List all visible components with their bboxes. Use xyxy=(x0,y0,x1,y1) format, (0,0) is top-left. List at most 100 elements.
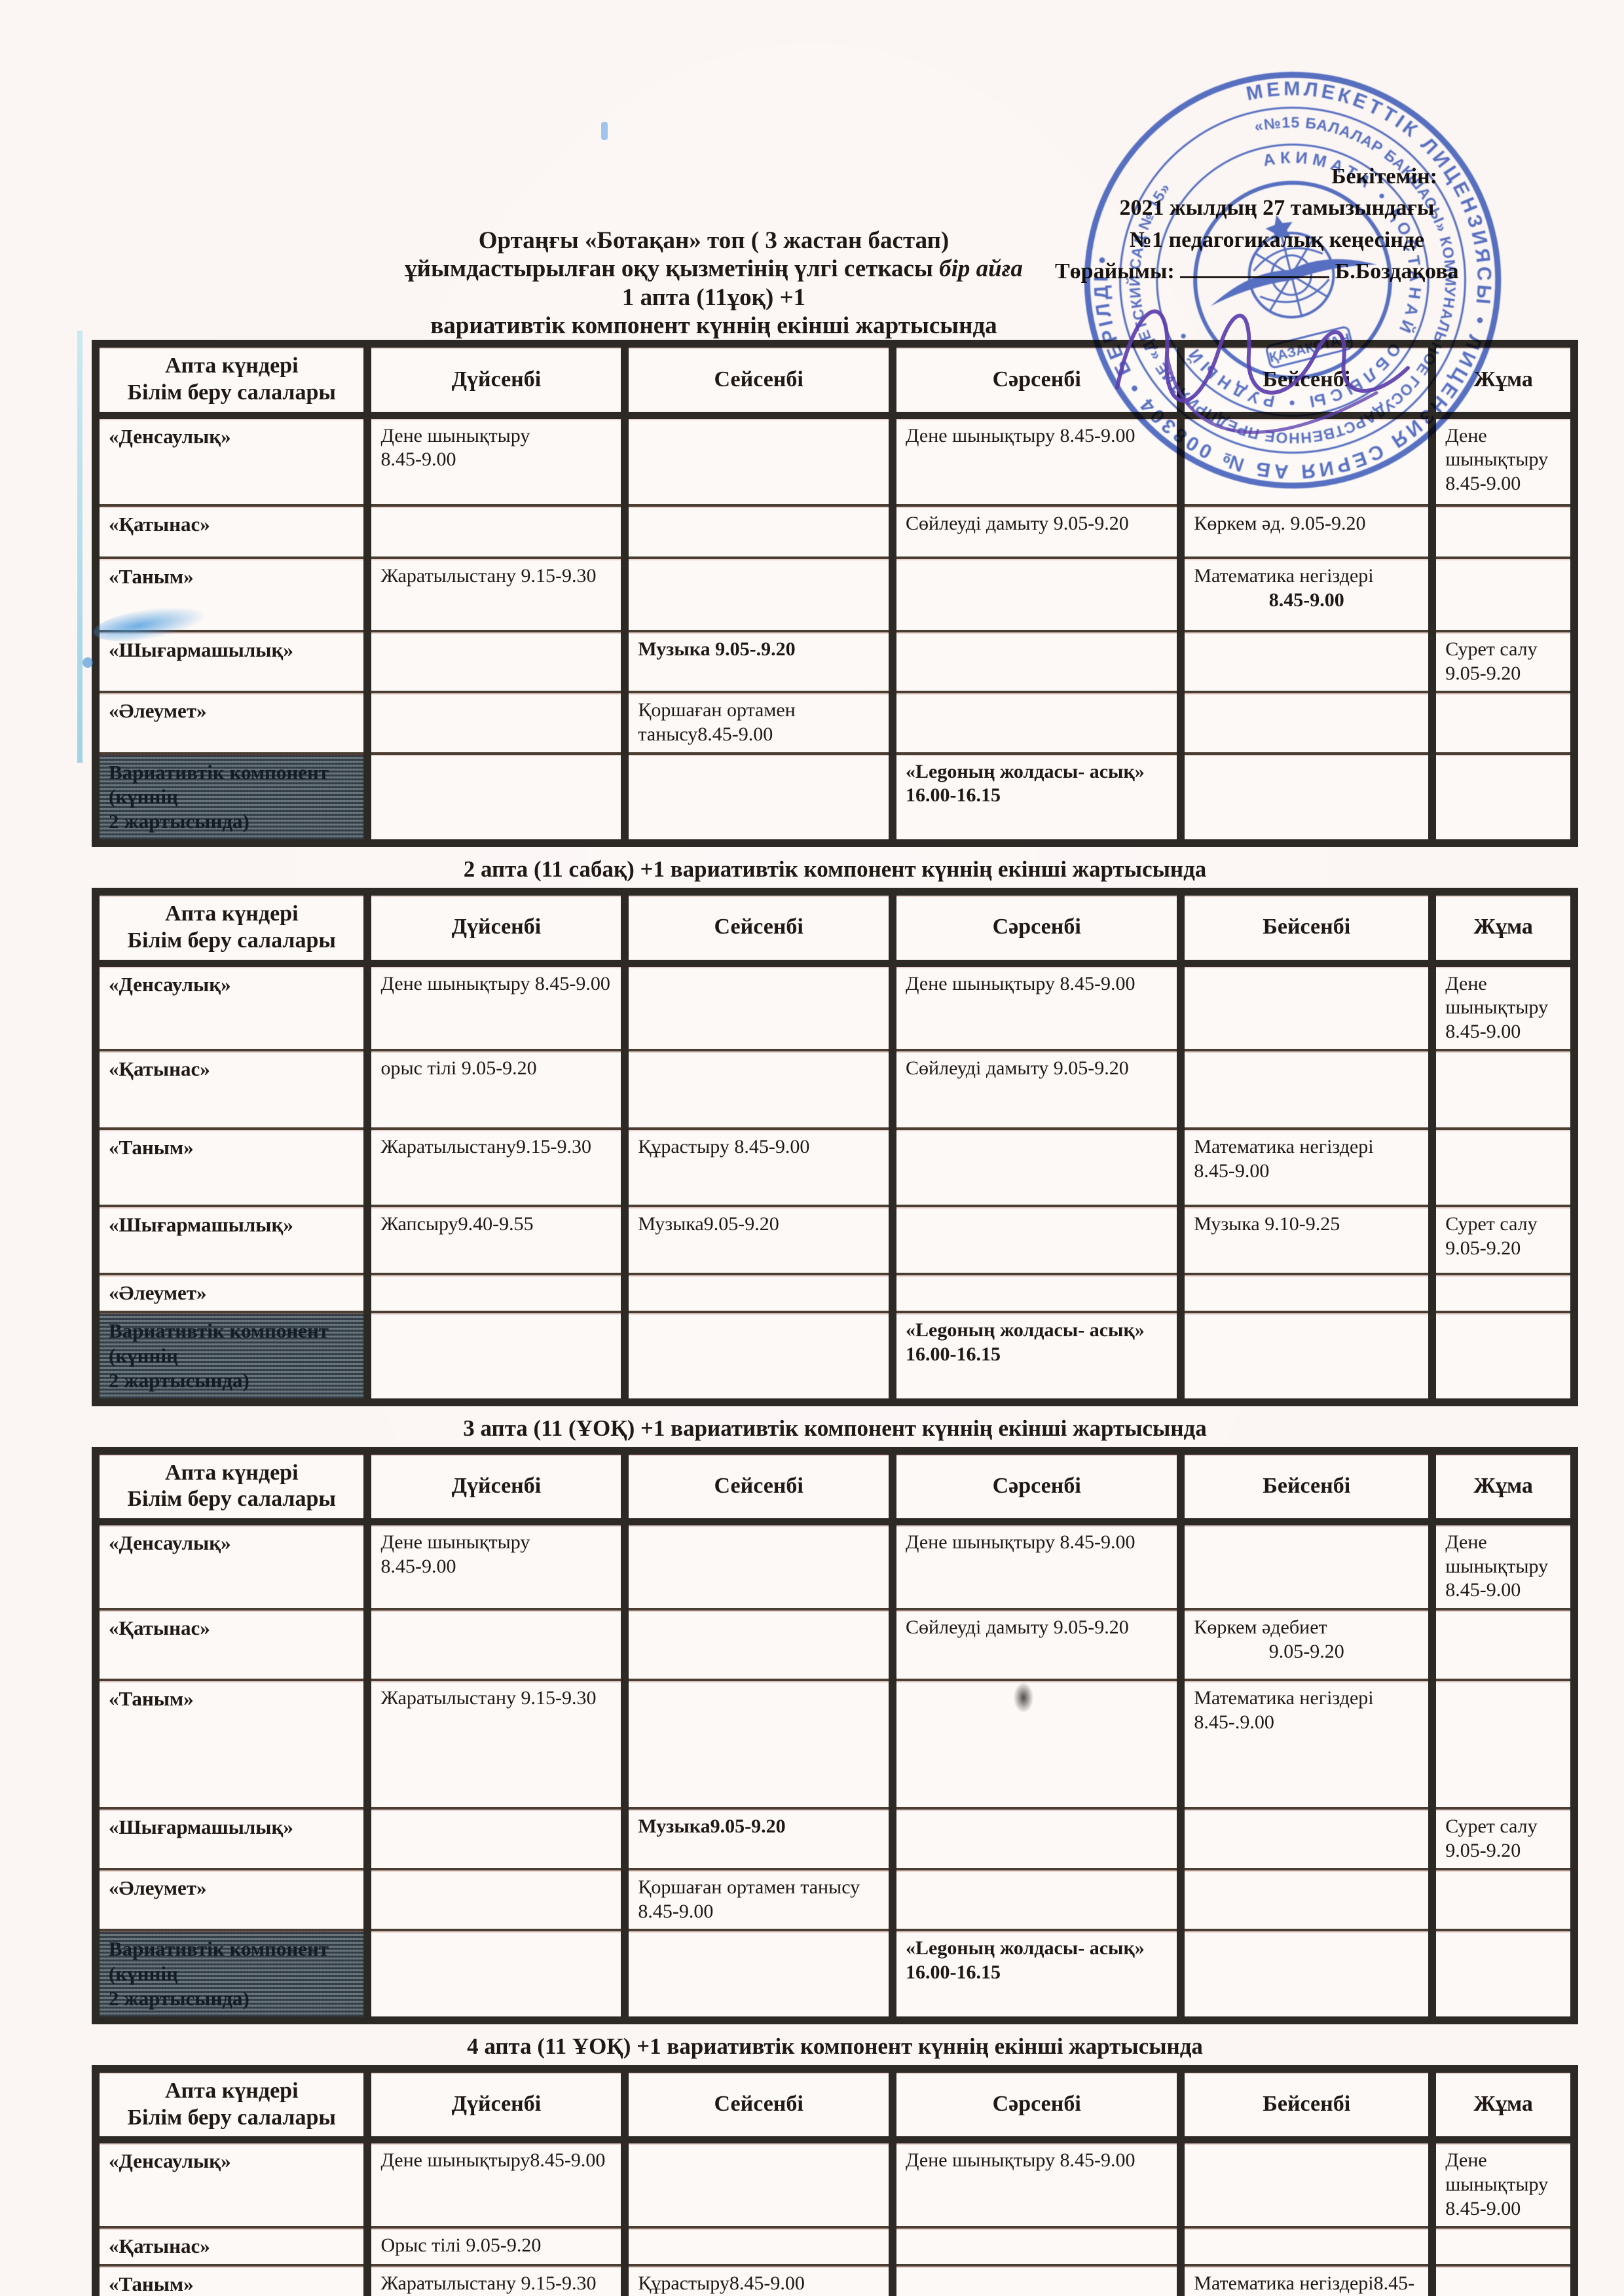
schedule-cell xyxy=(1428,504,1578,560)
table-row: «Қатынас» Орыс тілі 9.05-9.20 xyxy=(91,2226,1578,2267)
row-label-line1: «Қатынас» xyxy=(109,1057,210,1081)
activity-time-line: 8.45-9.00 xyxy=(1445,472,1521,494)
activity-line: Сөйлеуді дамыту 9.05-9.20 xyxy=(906,1616,1129,1639)
education-area-label: «Таным» xyxy=(91,1127,372,1208)
table-row: Вариативтік компонент (күннің 2 жартысынд… xyxy=(91,1311,1578,1404)
blue-ink-dot xyxy=(83,657,93,668)
schedule-cell xyxy=(889,691,1185,755)
table-row: «Таным» Жаратылыстану 9.15-9.30 Құрастыру8… xyxy=(91,2264,1578,2296)
education-area-label: Вариативтік компонент (күннің 2 жартысынд… xyxy=(91,1311,372,1404)
approval-block: Бекітемін: 2021 жылдың 27 тамызындағы №1… xyxy=(1018,161,1536,287)
header-label-line2: Білім беру салалары xyxy=(127,1487,336,1512)
schedule-cell: Жаратылыстану 9.15-9.30 xyxy=(363,556,629,633)
schedule-cell xyxy=(889,2264,1185,2296)
activity-line: Жаратылыстану 9.15-9.30 xyxy=(380,1687,597,1709)
day-header-2: Сейсенбі xyxy=(621,342,897,419)
day-header-2: Сейсенбі xyxy=(621,2067,897,2144)
schedule-cell: Музыка9.05-9.20 xyxy=(621,1807,897,1871)
table-row: «Әлеумет» xyxy=(91,1273,1578,1314)
row-label-line1: «Таным» xyxy=(109,2272,194,2296)
scan-edge-artifact xyxy=(77,331,83,763)
row-label-line1: «Әлеумет» xyxy=(109,699,207,723)
row-label-column-header: Апта күндері Білім беру салалары xyxy=(91,890,372,967)
title-variative-line: вариативтік компонент күннің екінші жарт… xyxy=(430,312,997,339)
schedule-cell: Сурет салу 9.05-9.20 xyxy=(1428,630,1578,694)
row-label-line1: Вариативтік компонент (күннің xyxy=(109,1319,329,1368)
table-row: Вариативтік компонент (күннің 2 жартысынд… xyxy=(91,1929,1578,2022)
row-label-line1: Вариативтік компонент (күннің xyxy=(109,1937,329,1986)
row-label-line1: «Әлеумет» xyxy=(109,1281,207,1305)
schedule-cell xyxy=(363,1807,629,1871)
schedule-table-week-4: Апта күндері Білім беру салалары Дүйсенбі С… xyxy=(91,2064,1578,2296)
schedule-cell: Жаратылыстану 9.15-9.30 xyxy=(363,1679,629,1810)
activity-time-line: 9.05-9.20 xyxy=(1445,662,1521,684)
row-label-line1: «Таным» xyxy=(109,1136,194,1159)
schedule-cell: Құрастыру 8.45-9.00 xyxy=(621,1127,897,1208)
schedule-cell xyxy=(621,414,897,507)
caption-week-2: 2 апта (11 сабақ) +1 вариативтік компоне… xyxy=(463,856,1207,883)
schedule-cell: Дене шынықтыру 8.45-9.00 xyxy=(889,1520,1185,1611)
activity-line: Математика негіздері xyxy=(1194,1687,1374,1709)
schedule-cell xyxy=(1428,1127,1578,1208)
day-header-1: Дүйсенбі xyxy=(363,342,629,419)
day-header-1: Дүйсенбі xyxy=(363,890,629,967)
schedule-cell: Дене шынықтыру8.45-9.00 xyxy=(363,2138,629,2229)
schedule-cell xyxy=(1428,1608,1578,1682)
schedule-cell: Дене шынықтыру 8.45-9.00 xyxy=(889,414,1185,507)
row-label-line1: «Денсаулық» xyxy=(109,972,231,996)
caption-week-4: 4 апта (11 ҰОҚ) +1 вариативтік компонент… xyxy=(467,2033,1203,2059)
schedule-cell xyxy=(1177,414,1437,507)
activity-line: Дене шынықтыру 8.45-9.00 xyxy=(906,972,1135,994)
row-label-line1: «Денсаулық» xyxy=(109,1531,231,1555)
education-area-label: «Шығармашылық» xyxy=(91,1807,372,1871)
row-label-line1: «Әлеумет» xyxy=(109,1876,207,1900)
schedule-cell xyxy=(621,1679,897,1810)
activity-time-line: 16.00-16.15 xyxy=(906,784,1001,807)
education-area-label: «Таным» xyxy=(91,1679,372,1810)
day-header-1: Дүйсенбі xyxy=(363,1449,629,1526)
row-label-column-header: Апта күндері Білім беру салалары xyxy=(91,342,372,419)
approval-council: №1 педагогикалық кеңесінде xyxy=(1129,227,1425,252)
table-body: «Денсаулық» Дене шынықтыру 8.45-9.00 Дене … xyxy=(91,962,1578,1404)
schedule-cell: Сөйлеуді дамыту 9.05-9.20 xyxy=(889,1608,1185,1682)
schedule-cell: Қоршаған ортамен танысу 8.45-9.00 xyxy=(621,1868,897,1932)
title-group-line: Ортаңғы «Ботақан» топ ( 3 жастан бастап) xyxy=(478,227,950,254)
schedule-cell: Қоршаған ортамен танысу8.45-9.00 xyxy=(621,691,897,755)
schedule-cell xyxy=(363,752,629,845)
schedule-cell xyxy=(363,1608,629,1682)
education-area-label: «Денсаулық» xyxy=(91,414,372,507)
activity-line: Жапсыру9.40-9.55 xyxy=(380,1213,534,1235)
table-row: «Таным» Жаратылыстану9.15-9.30 Құрастыру 8… xyxy=(91,1127,1578,1208)
activity-line: Көркем әдебиет xyxy=(1194,1616,1327,1639)
header-label-line1: Апта күндері xyxy=(164,354,299,378)
schedule-cell xyxy=(621,962,897,1052)
education-area-label: «Қатынас» xyxy=(91,504,372,560)
activity-line: Математика негіздері 8.45-9.00 xyxy=(1194,1136,1374,1182)
activity-line: Дене шынықтыру xyxy=(380,1531,530,1554)
row-label-line1: «Денсаулық» xyxy=(109,424,231,448)
activity-line: Көркем әд. 9.05-9.20 xyxy=(1194,513,1366,535)
day-header-5: Жұма xyxy=(1428,890,1578,967)
header-row: Апта күндері Білім беру салалары Дүйсенбі С… xyxy=(91,890,1578,967)
schedule-cell: Жаратылыстану9.15-9.30 xyxy=(363,1127,629,1208)
schedule-cell xyxy=(1428,1679,1578,1810)
row-label-line1: «Шығармашылық» xyxy=(109,638,293,662)
activity-line: «Legoның жолдасы- асық» xyxy=(906,760,1145,782)
schedule-cell xyxy=(1428,2226,1578,2267)
education-area-label: Вариативтік компонент (күннің 2 жартысынд… xyxy=(91,1929,372,2022)
education-area-label: «Таным» xyxy=(91,2264,372,2296)
schedule-cell: Математика негіздері 8.45-9.00 xyxy=(1177,1127,1437,1208)
table-row: Вариативтік компонент (күннің 2 жартысынд… xyxy=(91,752,1578,845)
caption-week-3: 3 апта (11 (ҰОҚ) +1 вариативтік компонен… xyxy=(463,1415,1207,1441)
schedule-cell xyxy=(1428,691,1578,755)
schedule-cell xyxy=(1177,1807,1437,1871)
day-header-3: Сәрсенбі xyxy=(889,342,1185,419)
activity-line: Музыка9.05-9.20 xyxy=(638,1213,779,1235)
schedule-cell xyxy=(621,752,897,845)
activity-line: Дене шынықтыру 8.45-9.00 xyxy=(380,972,610,994)
schedule-cell xyxy=(1428,752,1578,845)
